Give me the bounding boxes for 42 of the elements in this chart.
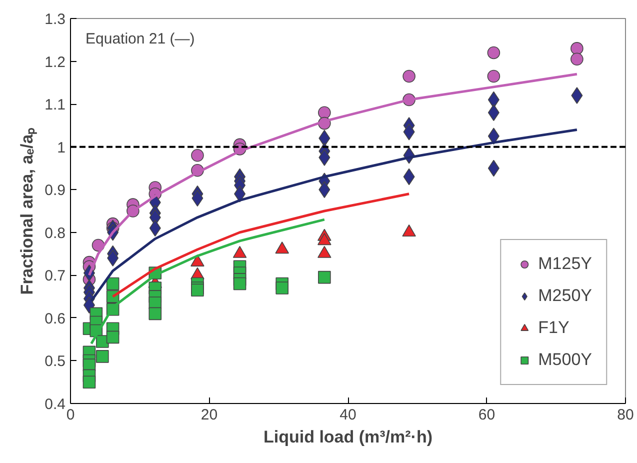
y-tick-label: 0.7 [44,268,66,285]
y-tick-label: 0.8 [44,224,66,242]
point [402,70,416,83]
point [318,270,331,284]
x-axis-title: Liquid load (m³/m²·h) [263,428,433,446]
annotation: Equation 21 (—) [86,30,195,48]
point [318,149,330,166]
point [318,106,331,119]
y-axis-title: Fractional area, aₑ/aₚ [18,127,38,295]
line-series [90,218,326,345]
x-tick-label: 0 [66,406,75,424]
point [107,250,119,266]
y-tick-label: 1 [57,139,66,156]
point [570,52,584,66]
legend-label: F1Y [538,318,570,338]
y-tick-label: 1.2 [44,54,66,71]
point [148,307,162,320]
point [570,42,584,55]
point [276,282,288,294]
y-tick-label: 0.5 [44,353,66,370]
point [571,87,583,104]
x-tick-label: 60 [478,406,496,424]
x-tick-label: 20 [200,406,218,424]
point [191,149,204,162]
point [487,70,500,83]
legend-label: M250Y [538,286,592,306]
y-tick-label: 0.9 [44,182,66,200]
y-tick-label: 1.3 [44,11,66,28]
point [106,277,120,290]
x-tick-label: 40 [340,406,356,424]
point [233,277,246,290]
legend-label: M500Y [538,350,592,370]
point [487,46,500,60]
point [106,330,120,344]
point [96,350,109,363]
y-tick-label: 1.1 [44,96,66,114]
y-tick-label: 0.6 [44,310,66,328]
point [191,284,204,297]
legend-label: M125Y [538,254,592,274]
x-tick-label: 80 [617,406,634,424]
y-tick-label: 0.4 [44,396,66,413]
point [82,376,96,389]
